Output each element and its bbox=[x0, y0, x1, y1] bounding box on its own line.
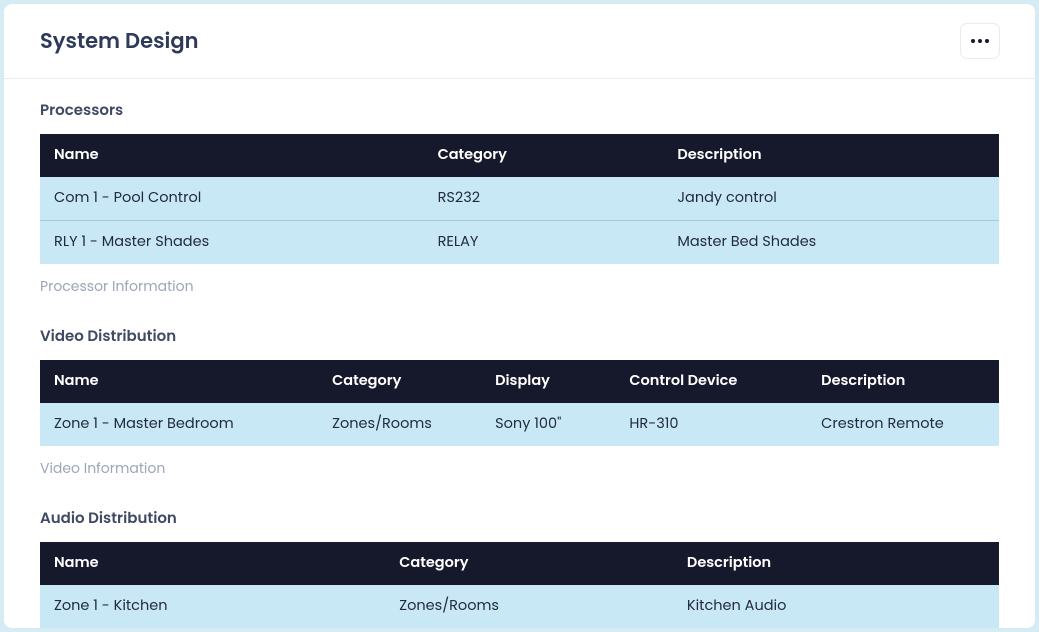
col-name: Name bbox=[40, 542, 385, 585]
card-body: Processors Name Category Description bbox=[4, 79, 1035, 628]
cell-description: Crestron Remote bbox=[807, 403, 999, 446]
section-title-video: Video Distribution bbox=[40, 325, 999, 348]
section-title-audio: Audio Distribution bbox=[40, 507, 999, 530]
col-description: Description bbox=[807, 360, 999, 403]
col-name: Name bbox=[40, 360, 318, 403]
col-category: Category bbox=[318, 360, 481, 403]
table-row[interactable]: Zone 1 - Master Bedroom Zones/Rooms Sony… bbox=[40, 403, 999, 446]
audio-table: Name Category Description Zone 1 - Kitch… bbox=[40, 542, 999, 628]
dots-icon bbox=[971, 39, 975, 43]
dots-icon bbox=[985, 39, 989, 43]
page-title: System Design bbox=[40, 26, 198, 57]
cell-description: Master Bed Shades bbox=[663, 221, 999, 265]
dots-icon bbox=[978, 39, 982, 43]
section-title-processors: Processors bbox=[40, 99, 999, 122]
cell-name: Com 1 - Pool Control bbox=[40, 177, 424, 221]
video-table: Name Category Display Control Device Des… bbox=[40, 360, 999, 446]
processors-table: Name Category Description Com 1 - Pool C… bbox=[40, 134, 999, 264]
table-row[interactable]: RLY 1 - Master Shades RELAY Master Bed S… bbox=[40, 221, 999, 265]
cell-control-device: HR-310 bbox=[615, 403, 807, 446]
table-row[interactable]: Com 1 - Pool Control RS232 Jandy control bbox=[40, 177, 999, 221]
cell-description: Kitchen Audio bbox=[673, 585, 999, 628]
cell-category: Zones/Rooms bbox=[385, 585, 673, 628]
video-section: Video Distribution Name Category Display… bbox=[40, 325, 999, 479]
col-description: Description bbox=[673, 542, 999, 585]
col-display: Display bbox=[481, 360, 615, 403]
table-header-row: Name Category Display Control Device Des… bbox=[40, 360, 999, 403]
cell-category: RELAY bbox=[424, 221, 664, 265]
col-control-device: Control Device bbox=[615, 360, 807, 403]
processors-info: Processor Information bbox=[40, 276, 999, 297]
cell-display: Sony 100" bbox=[481, 403, 615, 446]
cell-name: Zone 1 - Master Bedroom bbox=[40, 403, 318, 446]
audio-section: Audio Distribution Name Category Descrip… bbox=[40, 507, 999, 628]
video-info: Video Information bbox=[40, 458, 999, 479]
col-name: Name bbox=[40, 134, 424, 177]
cell-category: Zones/Rooms bbox=[318, 403, 481, 446]
cell-category: RS232 bbox=[424, 177, 664, 221]
col-category: Category bbox=[424, 134, 664, 177]
cell-description: Jandy control bbox=[663, 177, 999, 221]
card-header: System Design bbox=[4, 4, 1035, 79]
system-design-card: System Design Processors Name Category bbox=[4, 4, 1035, 628]
cell-name: RLY 1 - Master Shades bbox=[40, 221, 424, 265]
table-header-row: Name Category Description bbox=[40, 542, 999, 585]
table-row[interactable]: Zone 1 - Kitchen Zones/Rooms Kitchen Aud… bbox=[40, 585, 999, 628]
processors-section: Processors Name Category Description bbox=[40, 99, 999, 297]
more-options-button[interactable] bbox=[961, 24, 999, 58]
cell-name: Zone 1 - Kitchen bbox=[40, 585, 385, 628]
col-category: Category bbox=[385, 542, 673, 585]
table-header-row: Name Category Description bbox=[40, 134, 999, 177]
col-description: Description bbox=[663, 134, 999, 177]
